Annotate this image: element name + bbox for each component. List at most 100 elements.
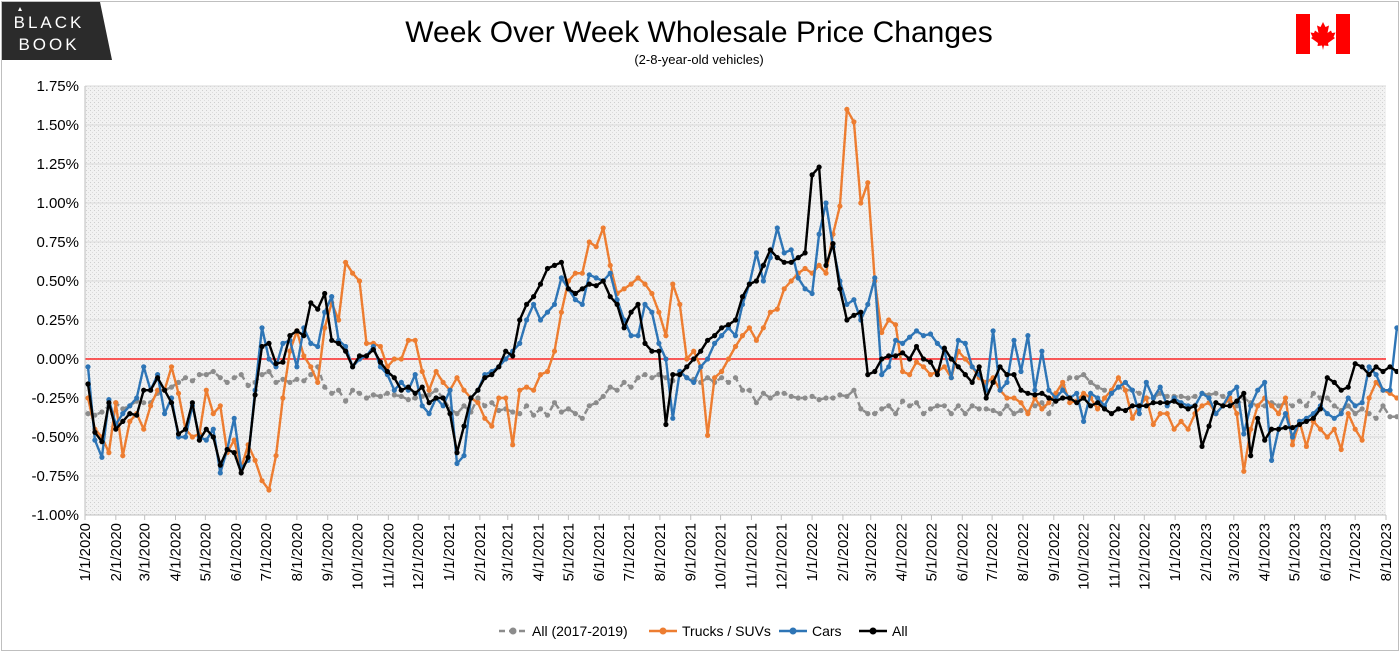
x-tick-label: 10/1/2022 [1076, 523, 1093, 590]
data-point [266, 487, 272, 493]
data-point [531, 387, 537, 393]
legend-label: All (2017-2019) [532, 623, 628, 639]
data-point [1255, 387, 1261, 393]
data-point [809, 290, 815, 297]
data-point [113, 400, 119, 406]
data-point [788, 278, 794, 284]
data-point [551, 262, 558, 268]
data-point [503, 348, 509, 354]
data-point [1164, 393, 1170, 399]
data-point [774, 225, 780, 231]
data-point [551, 348, 558, 354]
data-point [350, 270, 356, 276]
data-point [851, 387, 857, 393]
data-point [1317, 406, 1323, 412]
data-point [1039, 390, 1045, 396]
data-point [725, 356, 732, 362]
data-point [134, 395, 140, 401]
data-point [886, 403, 892, 409]
data-point [1046, 411, 1052, 417]
data-point [426, 392, 432, 398]
data-point [343, 348, 349, 354]
data-point [558, 259, 565, 265]
data-point [510, 409, 516, 415]
data-point [719, 333, 725, 339]
x-tick-label: 12/1/2021 [773, 523, 790, 590]
data-point [537, 317, 544, 323]
data-point [1331, 415, 1337, 421]
data-point [656, 340, 662, 346]
data-point [593, 244, 599, 250]
data-point [941, 403, 948, 409]
data-point [182, 434, 189, 440]
data-point [1338, 411, 1344, 417]
data-point [391, 392, 397, 398]
data-point [280, 376, 286, 382]
data-point [1380, 368, 1386, 375]
data-point [907, 403, 913, 409]
data-point [1150, 400, 1156, 406]
data-point [1115, 384, 1121, 390]
data-point [85, 411, 91, 417]
data-point [1310, 415, 1316, 421]
data-point [1108, 390, 1115, 396]
data-point [517, 340, 523, 346]
data-point [851, 312, 857, 318]
data-point [823, 395, 829, 401]
data-point [879, 372, 885, 378]
data-point [691, 356, 697, 362]
data-point [1192, 403, 1198, 409]
data-point [391, 375, 397, 381]
data-point [1060, 387, 1066, 393]
data-point [1004, 372, 1010, 378]
data-point [461, 423, 467, 429]
data-point [1018, 400, 1024, 406]
data-point [245, 382, 251, 389]
x-tick-label: 1/1/2022 [804, 523, 821, 581]
legend-label: Trucks / SUVs [682, 623, 771, 639]
data-point [315, 343, 321, 350]
chart-subtitle: (2-8-year-old vehicles) [634, 52, 763, 67]
data-point [705, 356, 711, 362]
data-point [391, 387, 397, 393]
data-point [412, 390, 418, 396]
data-point [879, 356, 885, 362]
data-point [990, 379, 996, 385]
data-point [1101, 395, 1108, 401]
data-point [579, 415, 585, 421]
data-point [1213, 411, 1219, 417]
data-point [1129, 415, 1135, 421]
data-point [482, 415, 488, 421]
data-point [649, 290, 655, 297]
data-point [663, 356, 669, 362]
data-point [370, 347, 376, 353]
x-axis: 1/1/2020 2/1/2020 3/1/2020 4/1/2020 5/1/2020… [77, 515, 1395, 590]
data-point [1081, 390, 1087, 396]
data-point [1088, 390, 1094, 396]
data-point [1394, 325, 1398, 331]
data-point [1046, 395, 1052, 401]
data-point [168, 400, 175, 406]
data-point [927, 359, 934, 365]
data-point [1213, 390, 1219, 396]
data-point [433, 387, 439, 393]
legend-item: All [859, 623, 908, 639]
data-point [1122, 379, 1128, 385]
data-point [809, 393, 815, 399]
data-point [1136, 403, 1142, 409]
data-point [454, 450, 460, 456]
data-point [900, 398, 906, 404]
data-point [1289, 425, 1296, 431]
data-point [1269, 403, 1275, 409]
data-point [544, 309, 551, 315]
data-point [893, 337, 899, 343]
data-point [377, 343, 383, 350]
data-point [1282, 411, 1289, 417]
y-tick-label: 0.75% [36, 234, 79, 251]
data-point [1380, 387, 1386, 393]
data-point [1129, 387, 1135, 393]
data-point [1164, 400, 1170, 406]
data-point [489, 400, 495, 406]
data-point [1324, 434, 1330, 440]
data-point [329, 294, 335, 300]
